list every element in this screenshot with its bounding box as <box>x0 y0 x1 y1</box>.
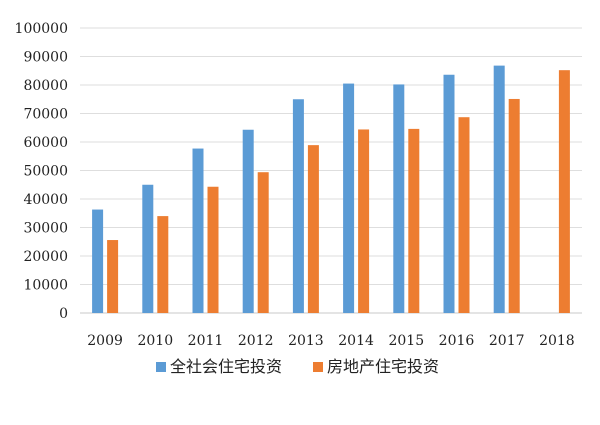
x-tick-label: 2009 <box>87 333 123 349</box>
y-axis-ticks: 0 10000 20000 30000 40000 50000 60000 70000 8000… <box>15 21 68 322</box>
bar-series2-2009 <box>107 240 119 313</box>
bar-series1-2010 <box>142 184 154 313</box>
bar-series2-2016 <box>458 117 470 313</box>
x-tick-label: 2016 <box>439 333 475 349</box>
y-tick-label: 50000 <box>23 164 68 180</box>
x-tick-label: 2017 <box>489 333 525 349</box>
bars-layer <box>92 65 570 314</box>
y-tick-label: 80000 <box>23 78 68 94</box>
x-tick-label: 2010 <box>137 333 173 349</box>
y-tick-label: 40000 <box>23 192 68 208</box>
y-tick-label: 10000 <box>23 278 68 294</box>
y-tick-label: 0 <box>59 306 68 322</box>
y-tick-label: 60000 <box>23 135 68 151</box>
gridlines <box>80 27 582 314</box>
legend-swatch-1 <box>156 362 166 372</box>
y-tick-label: 100000 <box>15 21 68 37</box>
bar-series2-2018 <box>558 70 570 314</box>
bar-series1-2013 <box>292 99 304 313</box>
bar-series1-2015 <box>393 84 405 314</box>
bar-series2-2017 <box>508 98 520 313</box>
y-tick-label: 30000 <box>23 221 68 237</box>
bar-series2-2013 <box>307 145 319 313</box>
bar-series1-2011 <box>192 148 204 313</box>
bar-series1-2016 <box>443 74 455 314</box>
bar-series1-2012 <box>242 129 254 313</box>
legend: 全社会住宅投资 房地产住宅投资 <box>156 357 439 376</box>
bar-series1-2014 <box>343 83 355 313</box>
bar-series2-2012 <box>257 172 269 313</box>
legend-swatch-2 <box>313 362 323 372</box>
x-tick-label: 2018 <box>539 333 575 349</box>
bar-series1-2009 <box>92 209 104 313</box>
bar-series2-2015 <box>408 128 420 313</box>
x-tick-label: 2015 <box>388 333 424 349</box>
x-tick-label: 2014 <box>338 333 374 349</box>
legend-label-1: 全社会住宅投资 <box>170 357 282 376</box>
x-tick-label: 2013 <box>288 333 324 349</box>
legend-label-2: 房地产住宅投资 <box>327 357 439 376</box>
y-tick-label: 20000 <box>23 249 68 265</box>
x-tick-label: 2012 <box>238 333 274 349</box>
bar-series2-2014 <box>358 129 370 313</box>
x-axis-ticks: 2009 2010 2011 2012 2013 2014 2015 2016 2017 2018 <box>87 333 574 349</box>
bar-series2-2011 <box>207 186 219 313</box>
y-tick-label: 70000 <box>23 107 68 123</box>
bar-series1-2017 <box>493 65 505 314</box>
x-tick-label: 2011 <box>188 333 224 349</box>
bar-series2-2010 <box>157 216 169 313</box>
y-tick-label: 90000 <box>23 50 68 66</box>
